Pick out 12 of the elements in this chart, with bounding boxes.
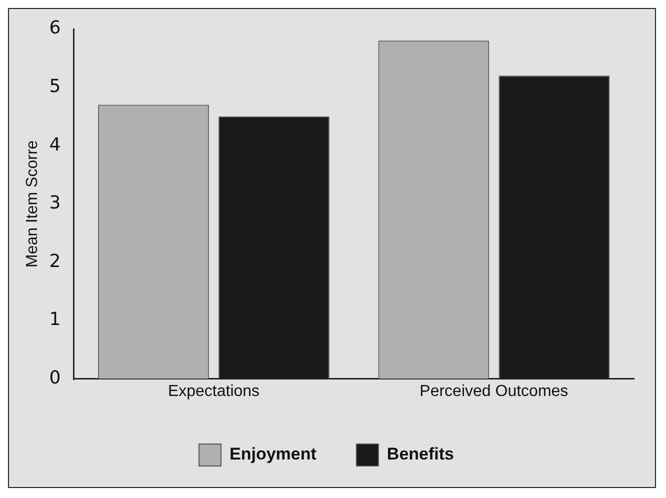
y-tick-label: 3 [49, 192, 61, 214]
y-tick-label: 6 [49, 18, 61, 39]
x-tick-label: Expectations [168, 382, 260, 400]
legend-label: Benefits [386, 444, 454, 464]
legend-label: Enjoyment [230, 444, 317, 464]
y-tick-label: 0 [49, 367, 61, 388]
y-tick-label: 1 [49, 309, 61, 330]
y-tick-label: 4 [49, 134, 61, 156]
y-tick-label: 5 [49, 76, 61, 97]
y-axis-title: Mean Item Scorre [24, 140, 42, 268]
y-tick-label: 2 [49, 250, 61, 272]
x-tick-label: Perceived Outcomes [420, 382, 568, 400]
